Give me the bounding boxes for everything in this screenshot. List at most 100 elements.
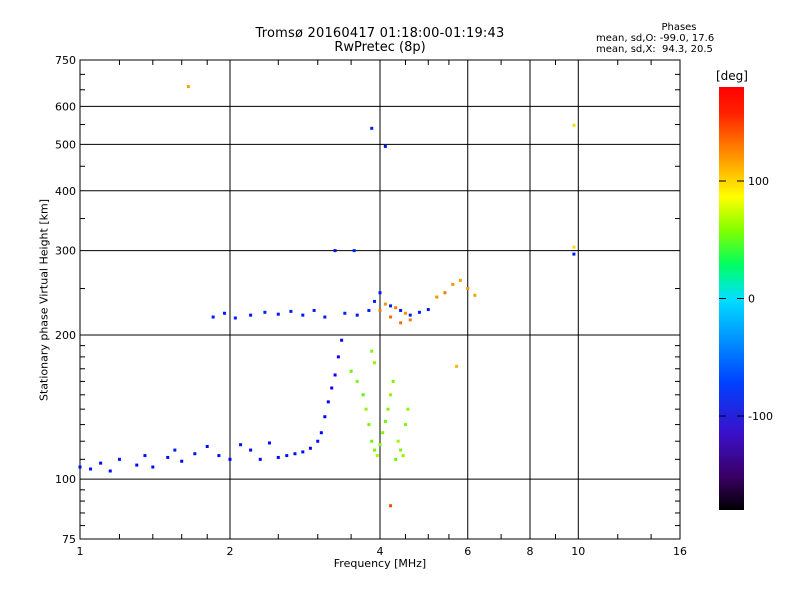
data-point [263, 310, 267, 314]
y-tick-label: 100 [55, 473, 76, 486]
data-point [217, 454, 221, 458]
data-point [193, 452, 197, 456]
data-point [386, 407, 390, 411]
data-point [186, 85, 190, 89]
data-point [435, 295, 439, 299]
data-point [396, 439, 400, 443]
x-tick-label: 1 [77, 545, 84, 558]
data-point [370, 349, 374, 353]
data-point [301, 450, 305, 454]
data-point [426, 308, 430, 312]
data-point [389, 315, 393, 319]
data-point [370, 126, 374, 130]
data-point [373, 361, 377, 365]
y-tick-label: 750 [55, 54, 76, 67]
data-point [333, 249, 337, 253]
data-point [312, 308, 316, 312]
data-point [408, 313, 412, 317]
data-point [383, 144, 387, 148]
y-tick-labels: 750 600 500 400 300 200 100 75 [55, 54, 76, 546]
data-point [258, 457, 262, 461]
data-point [319, 431, 323, 435]
colorbar-ticks: 100 0 -100 [719, 175, 773, 423]
data-point [406, 407, 410, 411]
data-point [408, 318, 412, 322]
data-point [151, 465, 155, 469]
grid-lines [79, 59, 681, 540]
data-point [330, 386, 334, 390]
data-point [352, 249, 356, 253]
data-point [466, 287, 470, 291]
data-point [389, 504, 393, 508]
data-point [389, 393, 393, 397]
data-point [205, 444, 209, 448]
data-point [403, 423, 407, 427]
data-point [323, 315, 327, 319]
phase-stats-x: mean, sd,X: 94.3, 20.5 [596, 44, 713, 55]
data-point [394, 457, 398, 461]
data-point [443, 291, 447, 295]
data-point [401, 454, 405, 458]
x-tick-labels: 1 2 4 6 8 10 16 [77, 545, 688, 558]
y-tick-label: 600 [55, 100, 76, 113]
data-point [289, 309, 293, 313]
data-point [572, 123, 576, 127]
data-point [399, 308, 403, 312]
y-axis-label: Stationary phase Virtual Height [km] [37, 198, 51, 402]
data-point [361, 393, 365, 397]
data-point [117, 457, 121, 461]
data-point [378, 291, 382, 295]
data-point [451, 282, 455, 286]
data-point [249, 448, 253, 452]
data-point [373, 448, 377, 452]
data-point [389, 304, 393, 308]
data-point [383, 419, 387, 423]
data-point [301, 313, 305, 317]
data-point [375, 454, 379, 458]
data-point [228, 457, 232, 461]
y-tick-label: 300 [55, 245, 76, 258]
data-point [458, 278, 462, 282]
data-point [308, 446, 312, 450]
data-point [381, 431, 385, 435]
phase-stats-heading: Phases [661, 22, 697, 33]
data-point [572, 245, 576, 249]
data-point [399, 321, 403, 325]
minor-ticks [80, 60, 680, 539]
data-point [326, 400, 330, 404]
data-point [135, 463, 139, 467]
data-point [370, 439, 374, 443]
data-point [173, 448, 177, 452]
data-point [343, 311, 347, 315]
data-point [249, 313, 253, 317]
data-point [333, 373, 337, 377]
plot-frame [79, 59, 681, 540]
data-point [473, 293, 477, 297]
data-point [108, 469, 112, 473]
data-point [394, 306, 398, 310]
data-point [417, 310, 421, 314]
data-point [455, 364, 459, 368]
data-point [293, 452, 297, 456]
colorbar-tick-label: 0 [748, 293, 755, 306]
data-point [367, 423, 371, 427]
data-point [223, 311, 227, 315]
data-point [78, 465, 82, 469]
data-point [323, 415, 327, 419]
data-point [166, 455, 170, 459]
data-point [211, 315, 215, 319]
data-point [233, 316, 237, 320]
x-tick-label: 8 [527, 545, 534, 558]
phase-stats: Phases mean, sd,O: -99.0, 17.6 mean, sd,… [596, 22, 726, 55]
colorbar-tick-label: -100 [748, 410, 773, 423]
data-point [89, 467, 93, 471]
phase-stats-o: mean, sd,O: -99.0, 17.6 [596, 33, 715, 44]
data-point [403, 311, 407, 315]
data-point [99, 461, 103, 465]
data-point [355, 313, 359, 317]
colorbar-label: [deg] [716, 69, 748, 83]
y-tick-label: 75 [62, 533, 76, 546]
y-tick-label: 200 [55, 329, 76, 342]
data-point [143, 454, 147, 458]
